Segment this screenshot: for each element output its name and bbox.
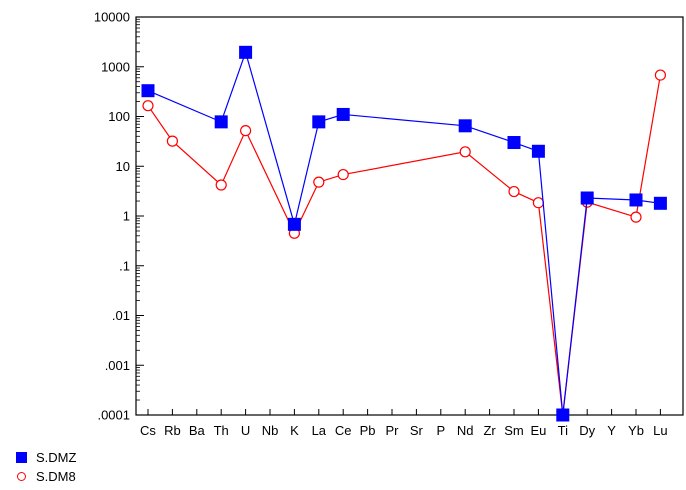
legend-label: S.DMZ [36, 450, 77, 465]
data-point-square [239, 45, 253, 59]
legend-label: S.DM8 [36, 469, 76, 484]
legend: S.DMZ S.DM8 [14, 448, 76, 486]
legend-entry: S.DM8 [14, 467, 76, 486]
x-tick-label: Dy [579, 423, 595, 438]
data-point-circle [313, 176, 325, 188]
y-tick-label: 1 [123, 209, 130, 224]
data-point-square [141, 84, 155, 98]
square-marker-icon [14, 451, 28, 465]
x-tick-label: Ce [335, 423, 352, 438]
y-tick-label: 10 [116, 159, 130, 174]
x-tick-label: Y [607, 423, 616, 438]
x-tick-label: Ba [189, 423, 206, 438]
y-tick-label: .001 [105, 358, 130, 373]
data-point-circle [654, 69, 667, 81]
data-point-circle [508, 185, 520, 198]
x-tick-label: Pb [360, 423, 376, 438]
series-layer [141, 45, 667, 422]
data-point-circle [166, 135, 178, 147]
data-point-square [556, 408, 570, 422]
x-tick-label: Rb [164, 423, 181, 438]
data-point-circle [142, 100, 154, 112]
y-tick-label: .01 [112, 308, 130, 323]
circle-marker-icon [14, 470, 28, 484]
axes: 10000 1000 100 10 1 .1 .01 .001 .0001 Cs Rb Ba Th U Nb… [94, 10, 684, 438]
x-tick-label: Cs [140, 423, 156, 438]
x-tick-label: Th [214, 423, 229, 438]
y-tick-label: 10000 [94, 10, 130, 25]
x-tick-label: Eu [530, 423, 546, 438]
y-tick-label: 1000 [101, 59, 130, 74]
data-point-square [507, 136, 521, 150]
data-point-square [336, 107, 350, 121]
x-tick-label: K [290, 423, 299, 438]
x-tick-label: Sm [504, 423, 524, 438]
data-point-square [580, 191, 594, 205]
data-point-square [312, 115, 326, 129]
data-point-circle [337, 168, 349, 181]
data-point-circle [532, 197, 545, 209]
data-point-square [458, 119, 472, 133]
x-tick-label: Nd [457, 423, 474, 438]
x-tick-label: Ti [558, 423, 568, 438]
series-s-dmz [141, 45, 667, 422]
x-tick-label: Sr [410, 423, 424, 438]
x-tick-label: La [312, 423, 327, 438]
data-point-circle [630, 211, 642, 223]
y-tick-label: .1 [119, 258, 130, 273]
x-tick-label: P [436, 423, 445, 438]
x-tick-label: Pr [386, 423, 400, 438]
data-point-circle [240, 125, 252, 137]
x-tick-label: U [241, 423, 250, 438]
x-tick-label: Zr [483, 423, 496, 438]
y-tick-label: 100 [108, 109, 130, 124]
series-line [147, 50, 661, 416]
x-tick-label: Nb [262, 423, 279, 438]
x-tick-label: Yb [628, 423, 644, 438]
data-point-circle [215, 179, 227, 191]
data-point-square [653, 196, 667, 210]
data-point-square [629, 193, 643, 207]
data-point-circle [459, 146, 471, 158]
data-point-square [531, 144, 545, 158]
x-tick-label: Lu [653, 423, 667, 438]
plot-frame [135, 16, 684, 416]
data-point-square [287, 217, 301, 231]
legend-entry: S.DMZ [14, 448, 76, 467]
data-point-square [214, 115, 228, 129]
y-tick-label: .0001 [97, 408, 130, 423]
